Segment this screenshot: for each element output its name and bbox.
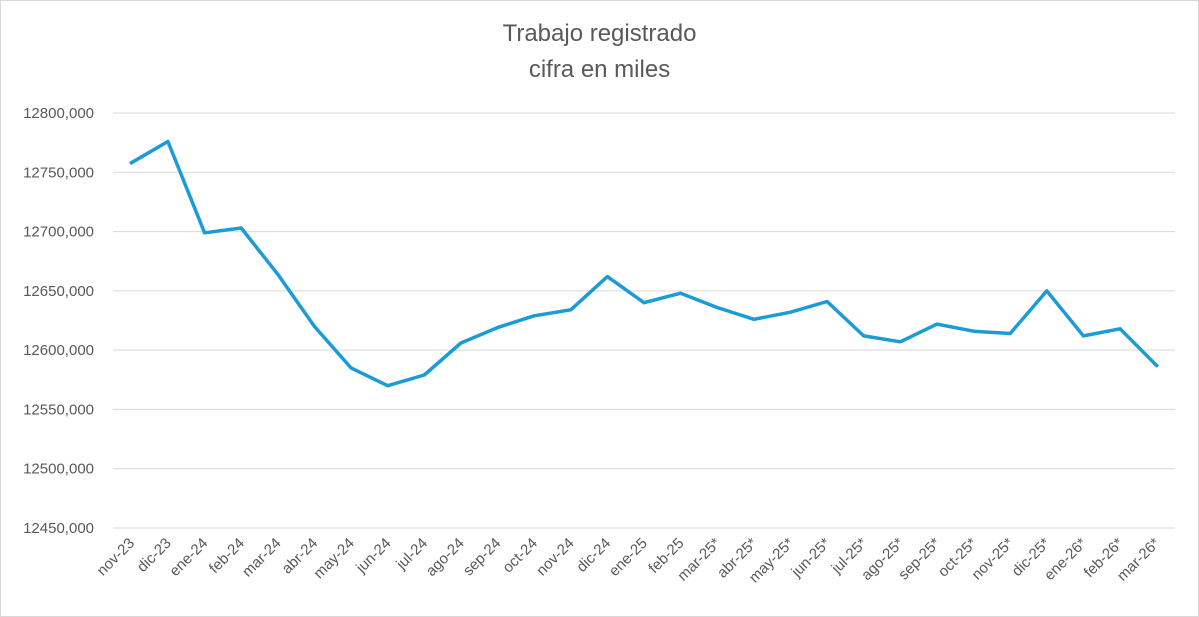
x-tick-label: sep-24: [460, 535, 504, 579]
data-point: [312, 324, 316, 328]
y-tick-label: 12650,000: [23, 283, 94, 300]
x-axis-ticks: nov-23dic-23ene-24feb-24mar-24abr-24may-…: [94, 535, 1164, 587]
x-tick-label: sep-25*: [895, 535, 944, 584]
x-tick-label: nov-24: [533, 535, 577, 579]
gridlines: [113, 112, 1175, 529]
data-point: [752, 317, 756, 321]
data-point: [788, 310, 792, 314]
data-point: [496, 326, 500, 330]
data-point: [129, 161, 133, 165]
data-point: [386, 384, 390, 388]
data-point: [605, 275, 609, 279]
data-point: [1081, 334, 1085, 338]
data-point: [679, 291, 683, 295]
data-point: [459, 341, 463, 345]
data-point: [972, 329, 976, 333]
data-point: [239, 226, 243, 230]
data-point: [825, 300, 829, 304]
y-tick-label: 12800,000: [23, 105, 94, 122]
y-axis-ticks: 12450,000 12500,000 12550,000 12600,000 1265…: [23, 105, 94, 537]
data-point: [569, 308, 573, 312]
data-point: [642, 301, 646, 305]
data-point: [898, 340, 902, 344]
data-point: [1118, 327, 1122, 331]
data-point: [715, 305, 719, 309]
y-tick-label: 12600,000: [23, 342, 94, 359]
x-tick-label: ene-24: [166, 535, 211, 580]
data-point: [1008, 332, 1012, 336]
x-tick-label: jun-25*: [788, 535, 834, 581]
x-tick-label: nov-23: [94, 535, 138, 579]
x-tick-label: jun-24: [352, 535, 394, 577]
y-tick-label: 12750,000: [23, 164, 94, 181]
x-tick-label: ago-24: [423, 535, 468, 580]
data-point: [532, 314, 536, 318]
series-group: [129, 139, 1159, 388]
series-line: [129, 139, 1159, 388]
x-tick-label: may-24: [310, 535, 357, 582]
y-tick-label: 12550,000: [23, 401, 94, 418]
y-tick-label: 12450,000: [23, 520, 94, 537]
x-tick-label: nov-25*: [968, 535, 1017, 584]
chart-title: Trabajo registrado: [502, 20, 697, 47]
data-point: [166, 139, 170, 143]
chart-subtitle: cifra en miles: [528, 56, 671, 83]
data-point: [276, 272, 280, 276]
x-tick-label: mar-24: [239, 535, 285, 581]
data-point: [1155, 364, 1159, 368]
data-point: [935, 322, 939, 326]
y-tick-label: 12500,000: [23, 461, 94, 478]
y-tick-label: 12700,000: [23, 224, 94, 241]
data-point: [1045, 289, 1049, 293]
data-point: [862, 334, 866, 338]
data-point: [203, 231, 207, 235]
data-point: [422, 373, 426, 377]
x-tick-label: ene-25: [606, 535, 651, 580]
data-point: [349, 366, 353, 370]
